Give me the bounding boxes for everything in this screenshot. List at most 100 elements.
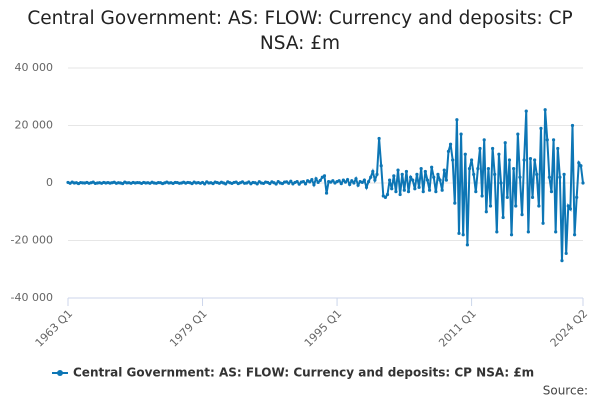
point bbox=[419, 167, 423, 171]
point bbox=[501, 215, 505, 220]
source: Source: bbox=[543, 384, 588, 398]
point bbox=[274, 182, 278, 186]
point bbox=[549, 190, 554, 194]
point bbox=[455, 118, 459, 122]
point bbox=[469, 158, 474, 162]
point bbox=[457, 231, 461, 235]
point bbox=[318, 178, 322, 183]
point bbox=[203, 182, 207, 186]
point bbox=[303, 182, 308, 186]
point bbox=[224, 182, 228, 186]
point bbox=[459, 132, 463, 136]
point bbox=[343, 180, 348, 184]
point bbox=[577, 161, 581, 165]
point bbox=[562, 172, 566, 176]
point bbox=[526, 230, 530, 234]
point bbox=[308, 180, 312, 184]
point bbox=[423, 169, 427, 174]
point bbox=[522, 158, 526, 162]
point bbox=[575, 195, 579, 199]
point bbox=[518, 175, 522, 179]
y-tick-label: 40 000 bbox=[15, 61, 54, 74]
point bbox=[512, 167, 516, 171]
x-tick-label: 1963 Q1 bbox=[33, 307, 76, 350]
x-tick-label: 2024 Q2 bbox=[548, 307, 591, 350]
point bbox=[400, 172, 404, 176]
point bbox=[375, 172, 379, 176]
point bbox=[461, 233, 465, 237]
point bbox=[493, 172, 497, 176]
y-tick-label: 20 000 bbox=[15, 119, 54, 132]
point bbox=[362, 178, 366, 182]
point bbox=[543, 108, 547, 112]
point bbox=[539, 126, 543, 130]
point bbox=[297, 182, 301, 186]
point bbox=[388, 178, 392, 182]
point bbox=[383, 195, 388, 199]
point bbox=[568, 207, 572, 211]
x-tick-label: 2011 Q1 bbox=[436, 307, 479, 350]
point bbox=[558, 175, 562, 179]
point bbox=[535, 172, 539, 176]
point bbox=[402, 188, 406, 192]
point bbox=[356, 183, 360, 187]
point bbox=[476, 167, 480, 171]
point bbox=[377, 136, 381, 141]
point bbox=[566, 204, 570, 208]
y-tick-label: -40 000 bbox=[11, 291, 53, 304]
x-tick-label: 1995 Q1 bbox=[302, 307, 345, 350]
point bbox=[472, 172, 476, 176]
point bbox=[413, 187, 417, 191]
point bbox=[551, 138, 556, 142]
point bbox=[438, 178, 442, 182]
point bbox=[440, 188, 444, 192]
x-tick-label: 1979 Q1 bbox=[167, 307, 210, 350]
point bbox=[556, 146, 560, 151]
point bbox=[436, 172, 440, 176]
point bbox=[547, 175, 551, 179]
point bbox=[255, 182, 259, 186]
point bbox=[339, 181, 343, 186]
point bbox=[520, 213, 524, 217]
point bbox=[499, 181, 503, 185]
point bbox=[486, 167, 491, 171]
point bbox=[364, 185, 369, 189]
point bbox=[310, 177, 314, 182]
point bbox=[467, 167, 472, 171]
point bbox=[514, 204, 518, 208]
point bbox=[491, 146, 495, 151]
point bbox=[427, 188, 432, 192]
point bbox=[528, 156, 533, 161]
point bbox=[371, 169, 375, 174]
point bbox=[570, 123, 575, 128]
point bbox=[289, 179, 293, 183]
point bbox=[448, 142, 453, 146]
point bbox=[396, 168, 400, 172]
point bbox=[524, 109, 528, 113]
point bbox=[484, 210, 488, 214]
legend-marker bbox=[57, 370, 63, 376]
point bbox=[348, 182, 352, 187]
point bbox=[446, 149, 451, 153]
point bbox=[352, 181, 356, 185]
point bbox=[385, 192, 390, 197]
point bbox=[421, 190, 425, 194]
point bbox=[560, 259, 564, 263]
point bbox=[434, 190, 438, 194]
y-tick-label: -20 000 bbox=[11, 234, 53, 247]
point bbox=[394, 190, 398, 194]
point bbox=[507, 158, 512, 162]
point bbox=[495, 230, 499, 234]
point bbox=[354, 177, 358, 181]
point bbox=[474, 190, 478, 194]
point bbox=[341, 178, 345, 182]
point bbox=[537, 204, 541, 208]
point bbox=[497, 152, 501, 156]
point bbox=[581, 181, 585, 185]
point bbox=[369, 175, 373, 179]
point bbox=[360, 180, 364, 185]
point bbox=[505, 195, 509, 199]
point bbox=[373, 178, 377, 182]
point bbox=[530, 195, 535, 199]
